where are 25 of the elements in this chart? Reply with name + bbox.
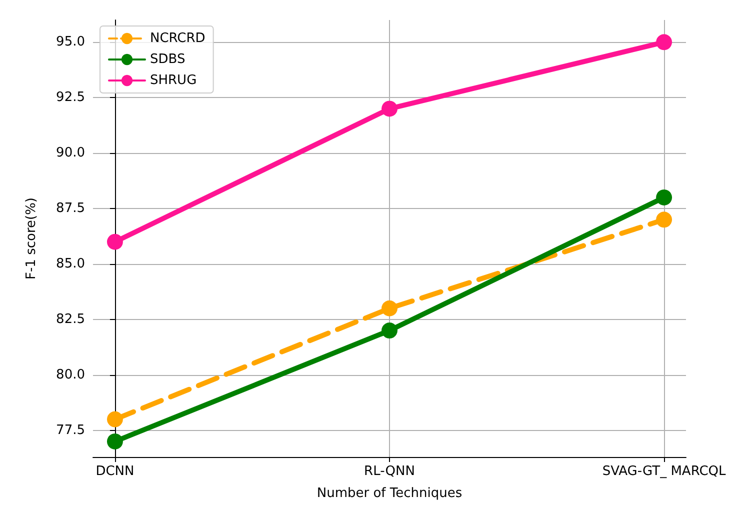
x-tick-label: SVAG-GT_ MARCQL [602, 464, 727, 479]
point [106, 411, 123, 428]
x-tick-label: RL-QNN [364, 464, 415, 479]
y-tick-label: 87.5 [56, 201, 85, 216]
y-tick-label: 92.5 [56, 90, 85, 106]
point [382, 322, 398, 339]
y-tick-label: 77.5 [56, 422, 85, 438]
legend-label: NCRCRD [150, 31, 206, 46]
point [106, 433, 123, 450]
point [382, 300, 398, 316]
point [656, 189, 672, 206]
point [656, 34, 672, 50]
x-tick-label: DCNN [96, 464, 134, 479]
y-tick-label: 80.0 [56, 367, 85, 382]
x-axis-title: Number of Techniques [316, 486, 462, 501]
y-tick-label: 95.0 [56, 34, 85, 50]
y-axis-title: F-1 score(%) [24, 198, 39, 280]
point [656, 212, 672, 228]
point [382, 100, 398, 117]
legend-label: SHRUG [150, 73, 197, 88]
point [106, 234, 123, 250]
y-tick-label: 82.5 [56, 312, 85, 327]
legend-label: SDBS [150, 52, 186, 67]
y-tick-label: 90.0 [56, 146, 85, 161]
y-tick-label: 85.0 [56, 256, 85, 272]
